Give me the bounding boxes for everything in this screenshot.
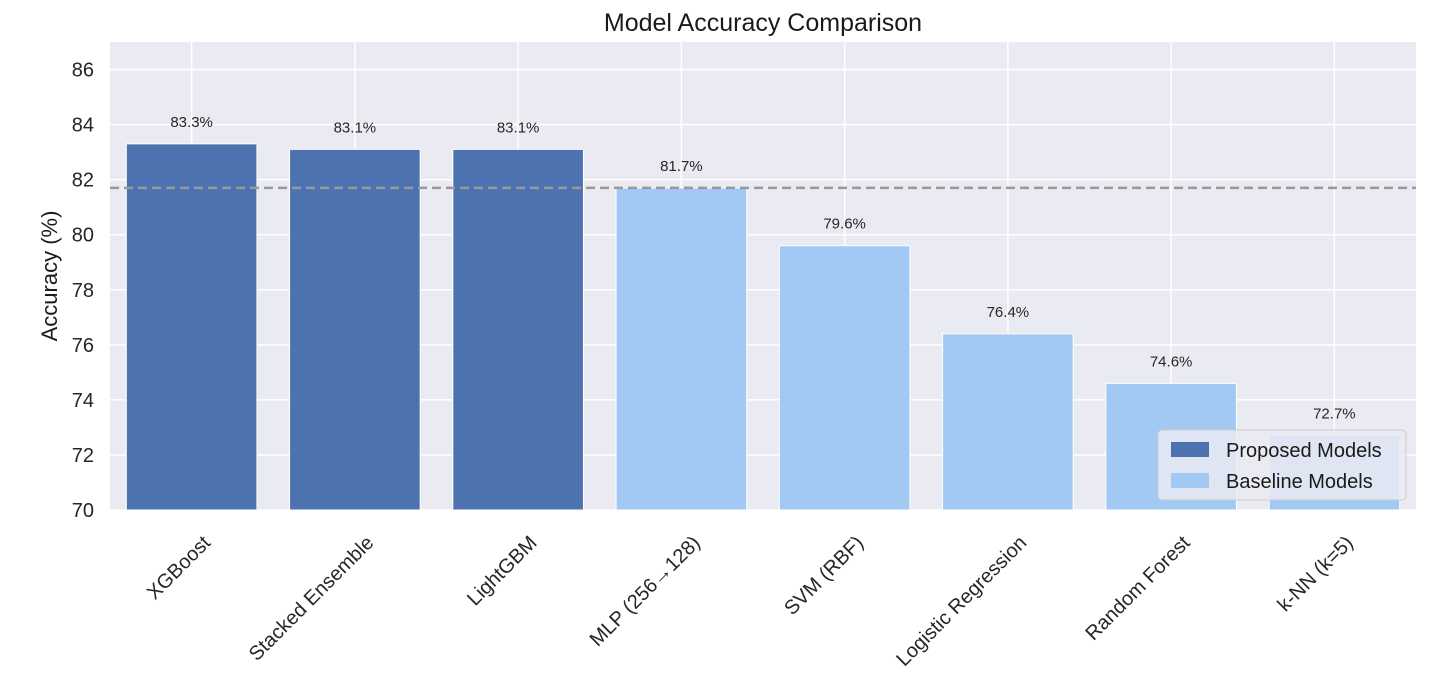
bar-value-label: 81.7% xyxy=(660,158,703,175)
y-tick-label: 72 xyxy=(72,445,94,467)
bar-value-label: 74.6% xyxy=(1150,353,1193,370)
bar-baseline xyxy=(615,187,748,511)
bar-value-label: 76.4% xyxy=(987,304,1030,321)
x-tick-label: XGBoost xyxy=(143,532,215,604)
y-tick-label: 84 xyxy=(72,115,94,137)
y-tick-label: 86 xyxy=(72,60,94,82)
bar-value-label: 83.3% xyxy=(170,114,213,131)
x-tick-label: Stacked Ensemble xyxy=(245,532,378,665)
bar-proposed xyxy=(125,143,258,511)
x-tick-label: MLP (256→128) xyxy=(586,532,705,651)
plot-area: 70 72 74 76 78 80 82 84 86 83.3% 83.1% 83.1% 81.7% 79… xyxy=(72,42,1416,671)
legend-swatch-proposed xyxy=(1171,442,1209,457)
bar-proposed xyxy=(289,148,421,511)
x-tick-label: LightGBM xyxy=(463,532,541,610)
y-tick-label: 70 xyxy=(72,500,94,522)
y-tick-label: 76 xyxy=(72,335,94,357)
legend-frame xyxy=(1157,429,1407,501)
x-tick-label: k-NN (k=5) xyxy=(1273,532,1357,616)
bar-value-label: 83.1% xyxy=(497,119,540,136)
y-tick-label: 74 xyxy=(72,390,94,412)
bar-value-label: 79.6% xyxy=(823,216,866,233)
y-axis-label: Accuracy (%) xyxy=(37,211,62,342)
legend-label-baseline: Baseline Models xyxy=(1226,471,1373,493)
legend-swatch-baseline xyxy=(1171,473,1209,488)
legend-label-proposed: Proposed Models xyxy=(1226,440,1382,462)
y-tick-label: 82 xyxy=(72,170,94,192)
bar-value-label: 72.7% xyxy=(1313,406,1356,423)
bar-value-label: 83.1% xyxy=(334,119,377,136)
bar-baseline xyxy=(942,333,1074,511)
x-tick-label: SVM (RBF) xyxy=(780,532,868,620)
y-tick-label: 80 xyxy=(72,225,94,247)
legend: Proposed Models Baseline Models xyxy=(1157,429,1407,501)
bar-proposed xyxy=(452,148,584,511)
x-tick-label: Random Forest xyxy=(1082,532,1195,645)
x-tick-label: Logistic Regression xyxy=(892,532,1031,671)
chart-title: Model Accuracy Comparison xyxy=(604,9,922,37)
bar-baseline xyxy=(778,245,911,511)
y-tick-label: 78 xyxy=(72,280,94,302)
